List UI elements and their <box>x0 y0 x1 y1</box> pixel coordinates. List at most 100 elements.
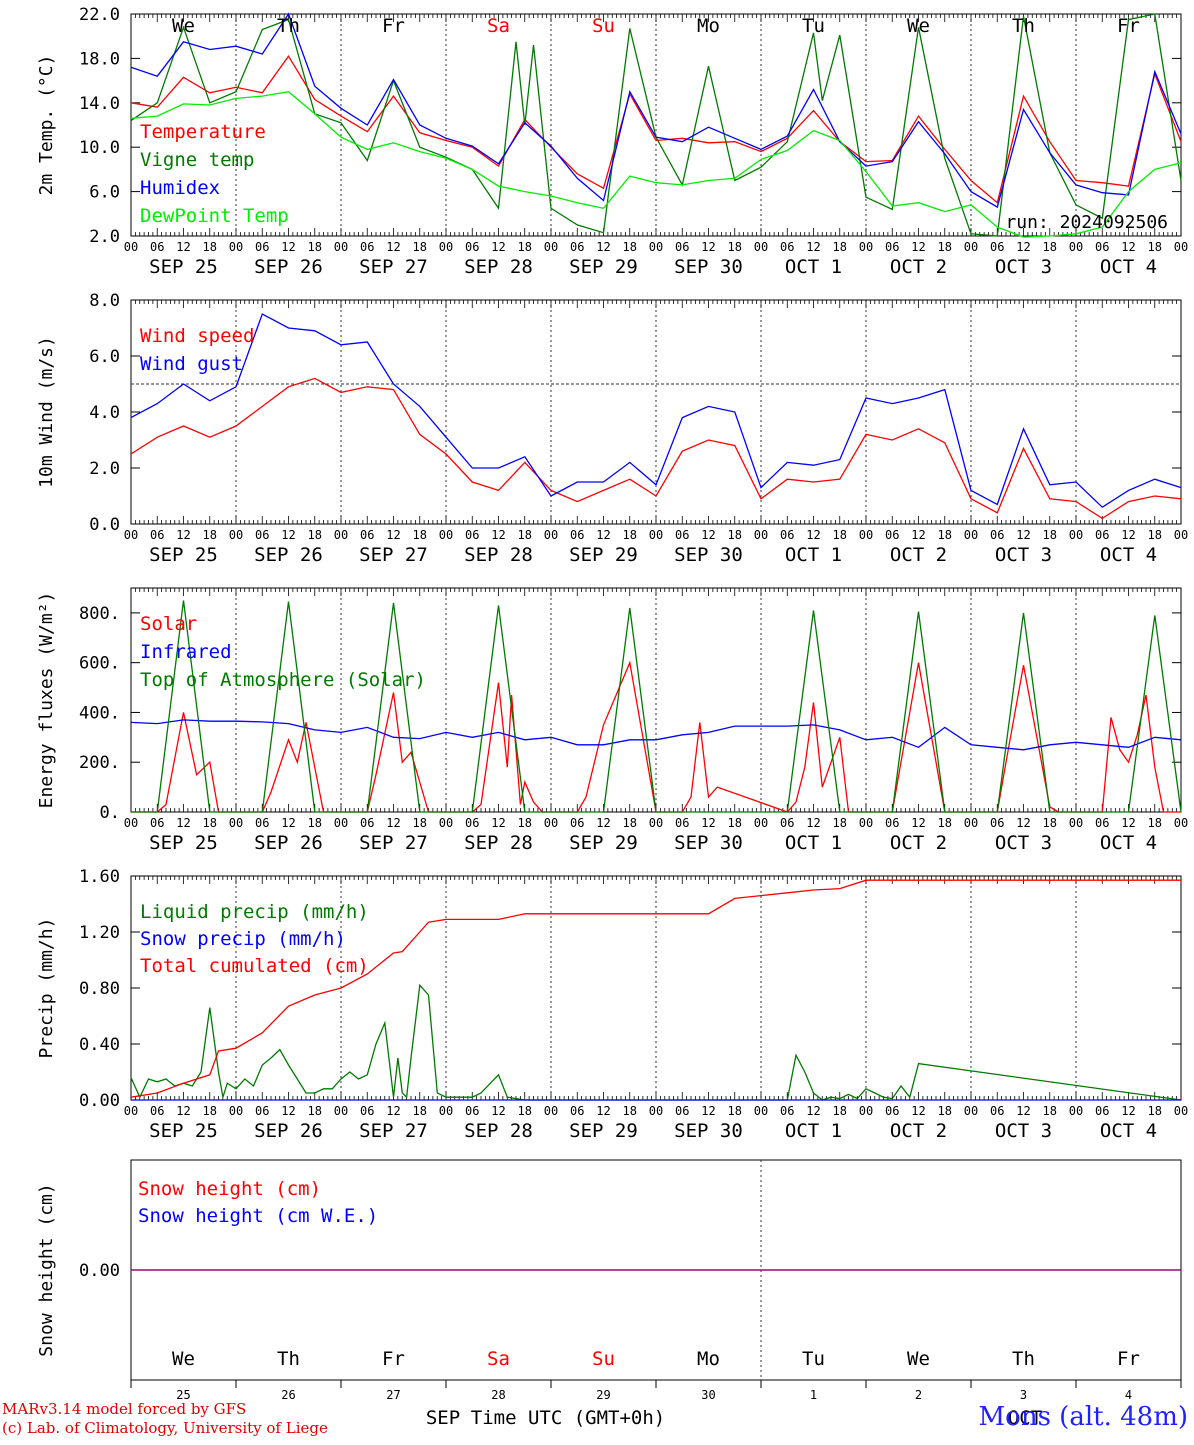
hour-tick-label: 18 <box>413 528 427 542</box>
day-label: OCT 2 <box>890 832 947 854</box>
hour-tick-label: 18 <box>1148 240 1162 254</box>
hour-tick-label: 06 <box>675 816 689 830</box>
day-number-label: 27 <box>386 1388 400 1402</box>
hour-tick-label: 18 <box>833 528 847 542</box>
hour-tick-label: 06 <box>465 240 479 254</box>
weekday-label: Mo <box>697 15 720 37</box>
day-label: SEP 30 <box>674 832 743 854</box>
weekday-label: Sa <box>487 1348 510 1370</box>
hour-tick-label: 00 <box>649 1104 663 1118</box>
legend-label: Infrared <box>140 641 232 663</box>
weekday-label: Th <box>1012 1348 1035 1370</box>
hour-tick-label: 18 <box>623 816 637 830</box>
hour-tick-label: 06 <box>675 1104 689 1118</box>
hour-tick-label: 12 <box>806 528 820 542</box>
day-label: SEP 29 <box>569 544 638 566</box>
hour-tick-label: 00 <box>124 528 138 542</box>
hour-tick-label: 00 <box>229 816 243 830</box>
day-label: SEP 27 <box>359 832 428 854</box>
hour-tick-label: 06 <box>150 528 164 542</box>
weekday-label: We <box>172 15 195 37</box>
day-label: SEP 30 <box>674 544 743 566</box>
hour-tick-label: 06 <box>570 240 584 254</box>
hour-tick-label: 00 <box>439 816 453 830</box>
hour-tick-label: 12 <box>1016 240 1030 254</box>
hour-tick-label: 12 <box>281 528 295 542</box>
hour-tick-label: 18 <box>938 816 952 830</box>
hour-tick-label: 00 <box>1069 816 1083 830</box>
day-label: OCT 4 <box>1100 544 1157 566</box>
hour-tick-label: 18 <box>203 240 217 254</box>
legend-label: Total cumulated (cm) <box>140 955 369 977</box>
day-label: OCT 4 <box>1100 256 1157 278</box>
hour-tick-label: 18 <box>938 240 952 254</box>
hour-tick-label: 00 <box>649 528 663 542</box>
hour-tick-label: 12 <box>491 1104 505 1118</box>
weekday-label: Mo <box>697 1348 720 1370</box>
hour-tick-label: 18 <box>308 528 322 542</box>
hour-tick-label: 06 <box>360 240 374 254</box>
month-label-sep: SEP <box>426 1407 460 1429</box>
hour-tick-label: 00 <box>859 1104 873 1118</box>
hour-tick-label: 06 <box>990 1104 1004 1118</box>
hour-tick-label: 00 <box>754 240 768 254</box>
station-name: Mons (alt. 48m) <box>978 1402 1188 1432</box>
hour-tick-label: 18 <box>833 816 847 830</box>
legend-label: Temperature <box>140 121 266 143</box>
hour-tick-label: 12 <box>806 816 820 830</box>
hour-tick-label: 06 <box>255 240 269 254</box>
y-tick-label: 0. <box>100 803 120 823</box>
hour-tick-label: 00 <box>439 528 453 542</box>
hour-tick-label: 18 <box>203 816 217 830</box>
hour-tick-label: 00 <box>1174 1104 1188 1118</box>
day-label: OCT 2 <box>890 256 947 278</box>
day-label: OCT 4 <box>1100 832 1157 854</box>
legend-label: Humidex <box>140 177 220 199</box>
hour-tick-label: 18 <box>728 816 742 830</box>
hour-tick-label: 12 <box>911 816 925 830</box>
run-annotation: run: 2024092506 <box>1005 212 1168 233</box>
hour-tick-label: 18 <box>728 528 742 542</box>
y-axis-label: 10m Wind (m/s) <box>36 336 57 488</box>
hour-tick-label: 00 <box>334 528 348 542</box>
day-label: SEP 27 <box>359 1120 428 1142</box>
lab-credit: (c) Lab. of Climatology, University of L… <box>2 1419 328 1437</box>
hour-tick-label: 18 <box>833 240 847 254</box>
hour-tick-label: 00 <box>124 240 138 254</box>
x-axis-label: Time UTC (GMT+0h) <box>471 1407 665 1429</box>
weekday-label: Th <box>1012 15 1035 37</box>
legend-label: DewPoint Temp <box>140 205 289 227</box>
day-label: SEP 29 <box>569 256 638 278</box>
hour-tick-label: 18 <box>518 816 532 830</box>
hour-tick-label: 06 <box>885 1104 899 1118</box>
hour-tick-label: 18 <box>518 240 532 254</box>
day-label: SEP 26 <box>254 1120 323 1142</box>
hour-tick-label: 18 <box>938 1104 952 1118</box>
hour-tick-label: 18 <box>308 240 322 254</box>
hour-tick-label: 18 <box>413 1104 427 1118</box>
day-label: OCT 3 <box>995 544 1052 566</box>
day-label: OCT 4 <box>1100 1120 1157 1142</box>
hour-tick-label: 06 <box>570 816 584 830</box>
hour-tick-label: 18 <box>308 816 322 830</box>
series-line <box>130 879 1181 1098</box>
hour-tick-label: 12 <box>596 528 610 542</box>
y-tick-label: 0.40 <box>79 1035 120 1055</box>
hour-tick-label: 18 <box>413 240 427 254</box>
day-label: OCT 1 <box>785 1120 842 1142</box>
hour-tick-label: 12 <box>176 240 190 254</box>
day-label: SEP 26 <box>254 544 323 566</box>
hour-tick-label: 18 <box>1148 1104 1162 1118</box>
hour-tick-label: 00 <box>124 1104 138 1118</box>
day-number-label: 4 <box>1125 1388 1132 1402</box>
hour-tick-label: 12 <box>1121 1104 1135 1118</box>
hour-tick-label: 06 <box>990 240 1004 254</box>
hour-tick-label: 00 <box>439 240 453 254</box>
day-label: OCT 3 <box>995 256 1052 278</box>
hour-tick-label: 12 <box>281 240 295 254</box>
series-line <box>130 377 1182 520</box>
day-number-label: 1 <box>810 1388 817 1402</box>
hour-tick-label: 06 <box>570 528 584 542</box>
hour-tick-label: 18 <box>1148 816 1162 830</box>
